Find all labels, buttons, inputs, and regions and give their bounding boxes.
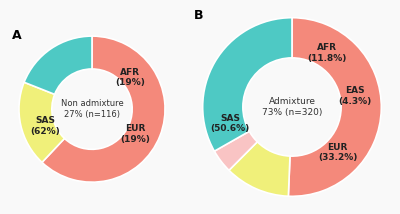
Wedge shape <box>19 82 64 162</box>
Text: EUR
(33.2%): EUR (33.2%) <box>318 143 357 162</box>
Text: AFR
(11.8%): AFR (11.8%) <box>307 43 347 63</box>
Wedge shape <box>42 36 165 182</box>
Wedge shape <box>288 18 381 196</box>
Text: B: B <box>194 9 203 22</box>
Text: SAS
(62%): SAS (62%) <box>30 116 60 136</box>
Wedge shape <box>229 142 290 196</box>
Wedge shape <box>214 131 257 170</box>
Wedge shape <box>203 18 292 151</box>
Text: AFR
(19%): AFR (19%) <box>115 67 145 87</box>
Text: SAS
(50.6%): SAS (50.6%) <box>210 114 250 133</box>
Text: EUR
(19%): EUR (19%) <box>120 124 150 144</box>
Text: Admixture
73% (n=320): Admixture 73% (n=320) <box>262 97 322 117</box>
Text: A: A <box>12 29 21 42</box>
Wedge shape <box>24 36 92 94</box>
Text: EAS
(4.3%): EAS (4.3%) <box>339 86 372 106</box>
Text: Non admixture
27% (n=116): Non admixture 27% (n=116) <box>61 100 123 119</box>
